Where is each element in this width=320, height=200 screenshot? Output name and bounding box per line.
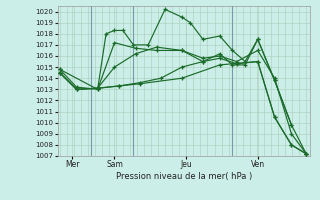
X-axis label: Pression niveau de la mer( hPa ): Pression niveau de la mer( hPa ) [116, 172, 252, 181]
